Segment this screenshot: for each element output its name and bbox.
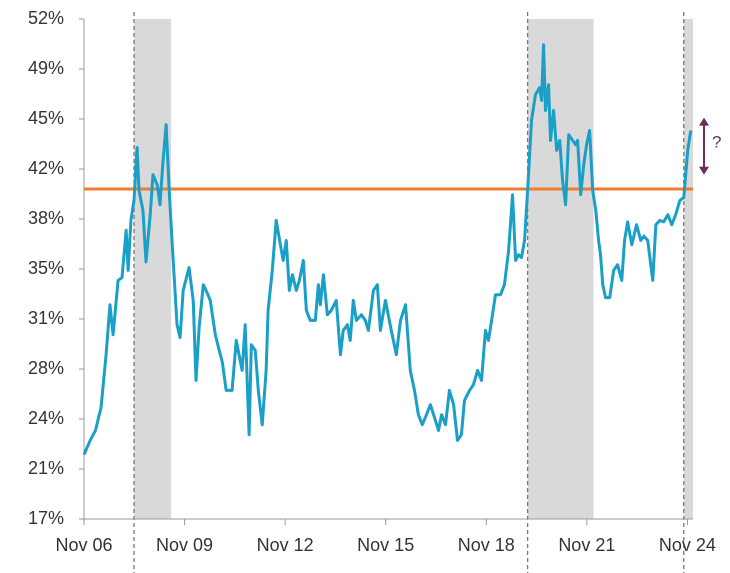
x-tick-label: Nov 12 [257, 535, 314, 555]
y-tick-label: 17% [28, 508, 64, 528]
x-tick-label: Nov 06 [55, 535, 112, 555]
y-tick-label: 49% [28, 58, 64, 78]
x-tick-label: Nov 24 [659, 535, 716, 555]
arrow-head [699, 117, 709, 126]
y-tick-label: 35% [28, 258, 64, 278]
annotation-label: ? [712, 133, 721, 152]
x-tick-label: Nov 15 [357, 535, 414, 555]
shaded-range [527, 19, 594, 519]
y-tick-label: 38% [28, 208, 64, 228]
y-tick-label: 21% [28, 458, 64, 478]
y-tick-label: 24% [28, 408, 64, 428]
x-tick-label: Nov 09 [156, 535, 213, 555]
shaded-range [134, 19, 172, 519]
y-tick-label: 28% [28, 358, 64, 378]
y-tick-label: 45% [28, 108, 64, 128]
y-tick-label: 52% [28, 8, 64, 28]
y-tick-label: 31% [28, 308, 64, 328]
x-tick-label: Nov 21 [558, 535, 615, 555]
data-line [82, 43, 693, 456]
shaded-range [683, 19, 693, 519]
y-tick-label: 42% [28, 158, 64, 178]
arrow-head [699, 166, 709, 175]
x-tick-label: Nov 18 [458, 535, 515, 555]
